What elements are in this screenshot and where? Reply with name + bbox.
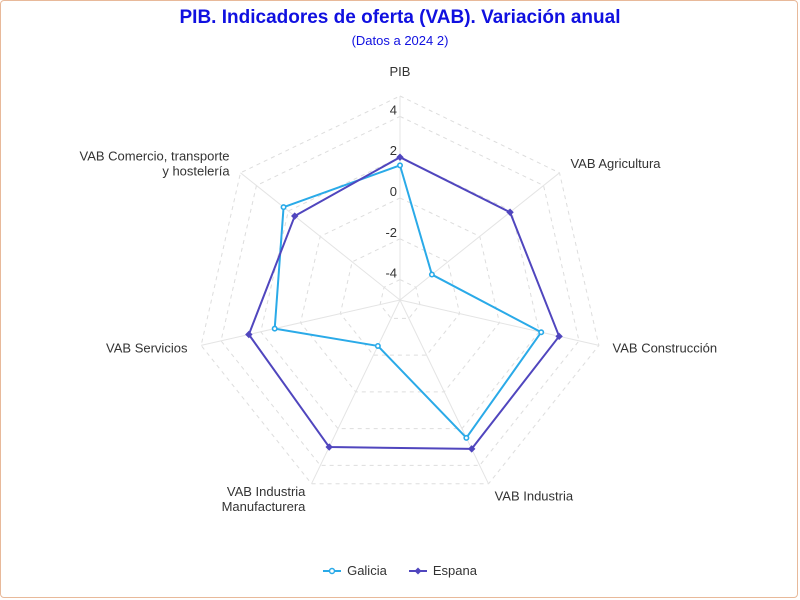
axis-label: PIB <box>390 64 411 79</box>
data-point[interactable] <box>245 330 253 339</box>
legend-label-galicia: Galicia <box>347 563 387 578</box>
axis-label: VAB Servicios <box>106 341 188 356</box>
radial-tick-label: -2 <box>385 225 397 240</box>
series-line-galicia <box>273 164 543 439</box>
data-point[interactable] <box>280 204 287 211</box>
data-point[interactable] <box>467 445 476 453</box>
chart-title: PIB. Indicadores de oferta (VAB). Variac… <box>179 7 621 28</box>
legend: Galicia Espana <box>0 563 800 578</box>
axis-label: VAB Agricultura <box>570 156 661 171</box>
chart-subtitle: (Datos a 2024 2) <box>351 33 449 48</box>
legend-label-espana: Espana <box>432 563 477 578</box>
grid-ring <box>200 95 600 485</box>
grid-spoke <box>240 172 401 301</box>
grid-ring <box>220 115 580 466</box>
grid-spoke <box>399 299 599 346</box>
data-point[interactable] <box>291 212 299 220</box>
data-point[interactable] <box>555 332 563 341</box>
radial-tick-label: 4 <box>390 102 397 117</box>
grid-spoke <box>311 299 401 485</box>
grid-ring <box>339 238 461 356</box>
radial-tick-labels: -4 -2 0 2 4 <box>385 102 397 280</box>
data-point[interactable] <box>538 329 545 336</box>
radar-grid <box>200 95 600 485</box>
axis-labels: PIB VAB Agricultura VAB Construcción VAB In… <box>80 64 718 514</box>
radial-tick-label: 0 <box>390 184 397 199</box>
legend-item-espana[interactable]: Espana <box>408 563 477 578</box>
grid-ring <box>260 156 540 430</box>
data-point[interactable] <box>271 325 278 332</box>
data-point[interactable] <box>463 434 470 441</box>
data-point[interactable] <box>374 342 381 349</box>
data-point[interactable] <box>325 443 333 451</box>
series-layer <box>245 153 563 453</box>
axis-label: VAB Industria <box>495 488 574 503</box>
data-point[interactable] <box>396 162 403 169</box>
axis-label: VAB Construcción <box>613 341 718 356</box>
legend-espana-marker-icon <box>408 567 427 574</box>
radial-tick-label: -4 <box>385 266 397 281</box>
data-point[interactable] <box>506 208 514 216</box>
radial-tick-label: 2 <box>390 143 397 158</box>
data-point[interactable] <box>396 153 404 161</box>
series-galicia <box>271 162 545 441</box>
grid-spoke <box>399 299 489 485</box>
series-line-espana <box>247 156 561 450</box>
axis-label: VAB Industria Manufacturera <box>222 484 307 514</box>
axis-label: VAB Comercio, transporte y hostelería <box>80 149 231 179</box>
data-point[interactable] <box>428 271 435 278</box>
grid-spoke <box>399 172 560 301</box>
legend-galicia-marker-icon <box>323 567 342 574</box>
series-espana <box>245 153 563 453</box>
legend-item-galicia[interactable]: Galicia <box>323 563 387 578</box>
grid-spoke <box>201 299 401 346</box>
